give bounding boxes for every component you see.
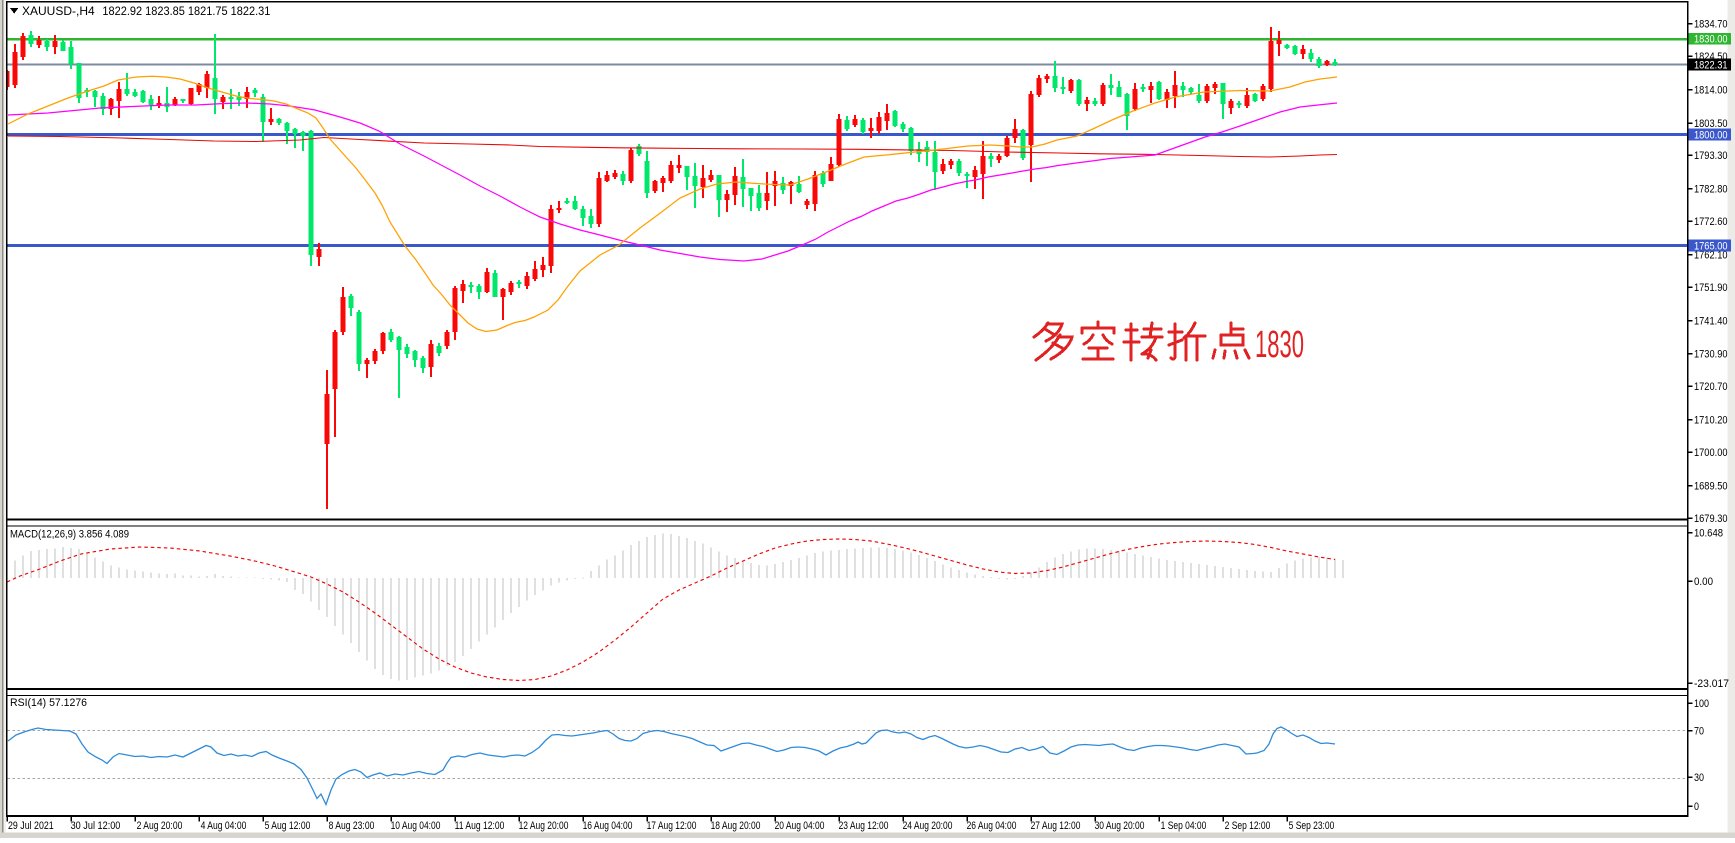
svg-text:4 Aug 04:00: 4 Aug 04:00 xyxy=(201,820,247,832)
svg-text:30 Aug 20:00: 30 Aug 20:00 xyxy=(1095,820,1145,832)
svg-text:26 Aug 04:00: 26 Aug 04:00 xyxy=(967,820,1017,832)
svg-text:0: 0 xyxy=(1694,801,1699,813)
svg-text:1730.90: 1730.90 xyxy=(1694,349,1728,361)
svg-text:70: 70 xyxy=(1694,725,1704,737)
svg-text:1751.90: 1751.90 xyxy=(1694,282,1728,294)
svg-text:1830.00: 1830.00 xyxy=(1694,34,1728,46)
svg-text:0.00: 0.00 xyxy=(1694,576,1713,588)
svg-text:8 Aug 23:00: 8 Aug 23:00 xyxy=(329,820,375,832)
svg-text:5 Aug 12:00: 5 Aug 12:00 xyxy=(265,820,311,832)
svg-text:1772.60: 1772.60 xyxy=(1694,216,1728,228)
svg-text:1741.40: 1741.40 xyxy=(1694,315,1728,327)
svg-text:30 Jul 12:00: 30 Jul 12:00 xyxy=(71,820,121,832)
svg-text:XAUUSD-,H4: XAUUSD-,H4 xyxy=(22,4,95,18)
svg-text:1782.80: 1782.80 xyxy=(1694,184,1728,196)
svg-text:RSI(14) 57.1276: RSI(14) 57.1276 xyxy=(10,697,87,709)
svg-text:1822.31: 1822.31 xyxy=(1694,59,1728,71)
svg-text:1834.70: 1834.70 xyxy=(1694,19,1728,31)
svg-text:1800.00: 1800.00 xyxy=(1694,129,1728,141)
svg-text:1803.50: 1803.50 xyxy=(1694,118,1728,130)
svg-text:27 Aug 12:00: 27 Aug 12:00 xyxy=(1031,820,1081,832)
svg-text:1814.00: 1814.00 xyxy=(1694,84,1728,96)
svg-text:24 Aug 20:00: 24 Aug 20:00 xyxy=(903,820,953,832)
svg-text:12 Aug 20:00: 12 Aug 20:00 xyxy=(519,820,569,832)
svg-text:10.648: 10.648 xyxy=(1694,527,1723,539)
svg-text:30: 30 xyxy=(1694,772,1704,784)
svg-text:11 Aug 12:00: 11 Aug 12:00 xyxy=(455,820,505,832)
svg-text:1720.70: 1720.70 xyxy=(1694,381,1728,393)
svg-text:16 Aug 04:00: 16 Aug 04:00 xyxy=(583,820,633,832)
svg-text:2 Sep 12:00: 2 Sep 12:00 xyxy=(1225,820,1271,832)
svg-text:1679.30: 1679.30 xyxy=(1694,513,1728,525)
svg-text:1822.92 1823.85 1821.75 1822.3: 1822.92 1823.85 1821.75 1822.31 xyxy=(102,4,270,18)
svg-text:1765.00: 1765.00 xyxy=(1694,240,1728,252)
svg-text:5 Sep 23:00: 5 Sep 23:00 xyxy=(1289,820,1335,832)
svg-text:23 Aug 12:00: 23 Aug 12:00 xyxy=(839,820,889,832)
svg-text:1793.30: 1793.30 xyxy=(1694,150,1728,162)
svg-text:2 Aug 20:00: 2 Aug 20:00 xyxy=(137,820,183,832)
svg-text:1 Sep 04:00: 1 Sep 04:00 xyxy=(1161,820,1207,832)
svg-text:20 Aug 04:00: 20 Aug 04:00 xyxy=(775,820,825,832)
svg-text:1700.00: 1700.00 xyxy=(1694,447,1728,459)
svg-text:10 Aug 04:00: 10 Aug 04:00 xyxy=(391,820,441,832)
svg-text:1830: 1830 xyxy=(1255,324,1304,366)
svg-text:29 Jul 2021: 29 Jul 2021 xyxy=(8,820,54,832)
svg-text:-23.017: -23.017 xyxy=(1694,678,1729,690)
svg-text:1710.20: 1710.20 xyxy=(1694,415,1728,427)
svg-text:100: 100 xyxy=(1694,698,1709,710)
svg-text:1689.50: 1689.50 xyxy=(1694,480,1728,492)
svg-text:18 Aug 20:00: 18 Aug 20:00 xyxy=(711,820,761,832)
svg-text:MACD(12,26,9) 3.856 4.089: MACD(12,26,9) 3.856 4.089 xyxy=(10,529,129,541)
svg-text:17 Aug 12:00: 17 Aug 12:00 xyxy=(647,820,697,832)
